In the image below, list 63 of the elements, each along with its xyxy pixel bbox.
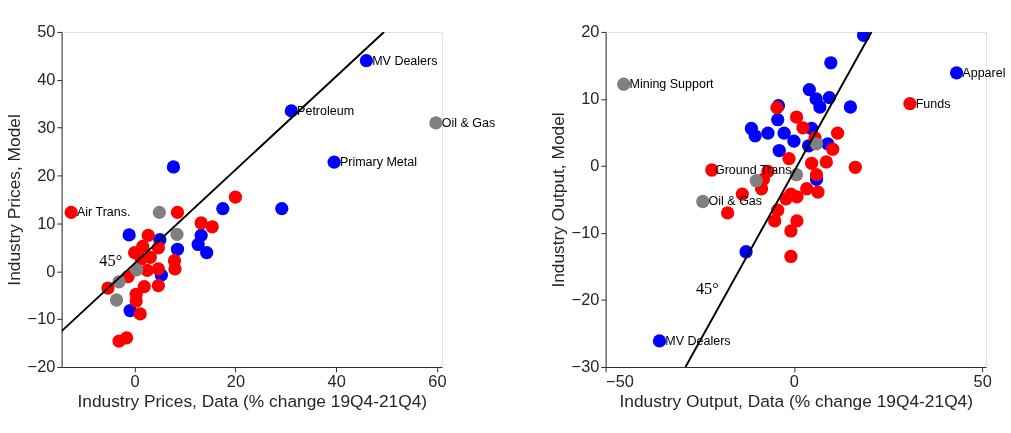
point [151, 279, 165, 293]
y-tick-label: 0 [590, 156, 600, 175]
point [151, 262, 165, 276]
point [191, 237, 205, 252]
annotation: Air Trans. [76, 205, 131, 220]
annotation: Mining Support [629, 77, 715, 92]
y-tick-label: −30 [571, 357, 600, 376]
point [136, 239, 150, 254]
point [205, 220, 219, 234]
x-axis-title: Industry Prices, Data (% change 19Q4-21Q4) [77, 390, 428, 411]
point [133, 307, 147, 321]
y-tick-label: 10 [581, 89, 600, 108]
x-tick-label: 20 [226, 371, 245, 390]
point [152, 205, 166, 220]
y-tick-label: 20 [37, 165, 56, 184]
y-tick-label: 10 [37, 213, 56, 232]
y-axis-title: Industry Output, Model [547, 112, 568, 288]
point [166, 160, 181, 174]
annotation: Apparel [962, 65, 1006, 80]
y-tick-label: 0 [46, 261, 56, 280]
annotation: Oil & Gas [441, 115, 496, 130]
point [130, 263, 144, 277]
point [194, 216, 208, 230]
y-tick-label: 40 [37, 70, 56, 89]
annotation: Funds [915, 96, 951, 111]
y-tick-label: −10 [27, 309, 56, 328]
y-tick-label: 50 [37, 22, 56, 41]
point [228, 190, 243, 204]
point [275, 201, 289, 216]
point [137, 279, 151, 294]
annotation: MV Dealers [372, 53, 438, 68]
point [64, 205, 78, 220]
annotation: 45° [695, 279, 719, 299]
y-tick-label: −20 [27, 357, 56, 376]
annotation: Primary Metal [339, 155, 418, 169]
point [170, 227, 184, 242]
point [429, 116, 442, 130]
point [168, 262, 182, 276]
x-tick-label: −50 [606, 371, 634, 390]
x-tick-label: 50 [973, 371, 992, 390]
point [141, 228, 155, 243]
annotation: Petroleum [297, 103, 355, 118]
point [122, 228, 136, 242]
point [170, 205, 185, 220]
y-tick-label: 30 [37, 117, 56, 136]
point [200, 245, 214, 260]
y-tick-label: −20 [571, 290, 600, 309]
point [359, 54, 374, 68]
x-tick-label: 60 [428, 371, 447, 390]
y-axis-title: Industry Prices, Model [3, 114, 24, 286]
y-tick-label: −10 [571, 223, 600, 242]
point [109, 293, 124, 307]
annotation: Oil & Gas [708, 194, 763, 209]
point [170, 242, 185, 256]
x-axis-title: Industry Output, Data (% change 19Q4-21Q4) [619, 390, 974, 411]
point [216, 201, 230, 216]
annotation: 45° [99, 250, 123, 270]
x-tick-label: 0 [789, 371, 799, 390]
x-tick-label: 40 [327, 371, 346, 390]
y-tick-label: 20 [581, 22, 600, 41]
point [119, 331, 134, 345]
x-tick-label: 0 [130, 371, 140, 390]
point [327, 155, 341, 169]
